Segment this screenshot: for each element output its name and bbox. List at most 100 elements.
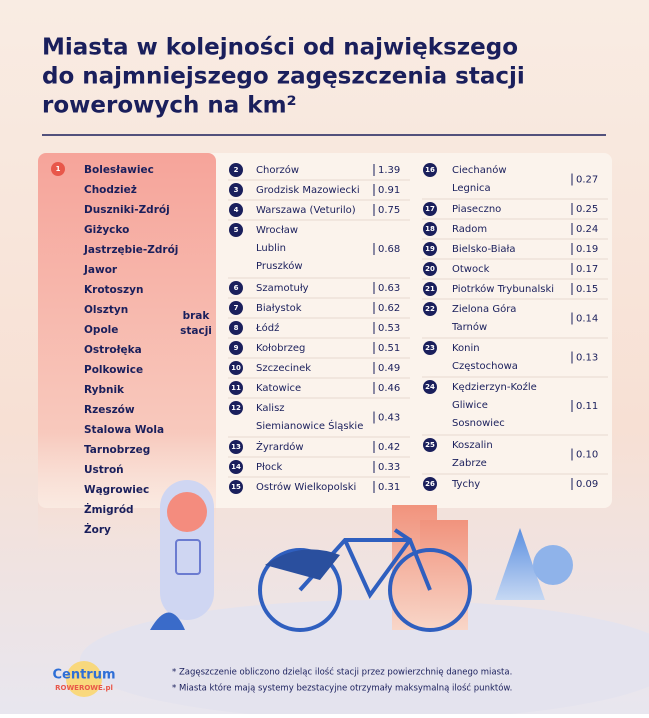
bicycle-basket [265, 549, 340, 580]
rank-number: 8 [234, 324, 239, 332]
rank-number: 3 [234, 186, 239, 194]
city-name: Warszawa (Veturilo) [256, 205, 356, 216]
rank-badge [423, 163, 437, 177]
city-name: Radom [452, 224, 487, 235]
city-name: Ciechanów [452, 164, 507, 176]
rank-number: 21 [425, 285, 435, 293]
city-name: Ostrołęka [84, 344, 142, 356]
density-value: 0.33 [378, 462, 400, 473]
rank-number: 11 [231, 384, 241, 392]
density-value: 0.11 [576, 401, 598, 412]
rank-number: 14 [231, 463, 241, 471]
rank-badge [423, 242, 437, 256]
city-name: Katowice [256, 383, 301, 394]
rank-number: 12 [231, 404, 241, 412]
city-name: Bolesławiec [84, 164, 154, 176]
city-name: Krotoszyn [84, 284, 143, 296]
rank-badge [423, 282, 437, 296]
footnote: * Miasta które mają systemy bezstacyjne … [172, 683, 512, 694]
rank-badge [423, 341, 437, 355]
rank-badge [229, 341, 243, 355]
title-line: Miasta w kolejności od największego [42, 35, 518, 61]
rank-badge [229, 401, 243, 415]
city-name: Opole [84, 324, 118, 336]
city-name: Wrocław [256, 225, 298, 236]
rank-number: 4 [234, 206, 239, 214]
rank-number: 19 [425, 245, 435, 253]
density-value: 0.19 [576, 244, 598, 255]
building [420, 520, 468, 630]
density-value: 0.14 [576, 314, 598, 325]
city-name: Zielona Góra [452, 303, 516, 315]
density-value: 0.43 [378, 413, 400, 424]
city-name: Częstochowa [452, 361, 518, 372]
city-name: Białystok [256, 303, 302, 314]
density-value: 0.27 [576, 175, 598, 186]
city-name: Ostrów Wielkopolski [256, 481, 356, 493]
rank-badge [423, 222, 437, 236]
no-stations-note: brak [183, 310, 211, 322]
rank-badge [229, 321, 243, 335]
city-name: Tarnów [451, 321, 487, 333]
city-name: Rybnik [84, 384, 125, 396]
rank-badge [229, 281, 243, 295]
city-name: Giżycko [84, 224, 129, 236]
city-name: Duszniki-Zdrój [84, 204, 170, 216]
logo-name: Centrum [52, 668, 115, 683]
density-value: 0.09 [576, 479, 598, 490]
city-name: Żory [84, 522, 111, 536]
density-value: 0.49 [378, 363, 400, 374]
density-value: 0.31 [378, 482, 400, 493]
title-line: rowerowych na km² [42, 93, 297, 119]
rank-badge [423, 477, 437, 491]
rank-number: 5 [234, 226, 239, 234]
city-name: Chorzów [256, 164, 299, 176]
rank-badge [229, 381, 243, 395]
city-name: Otwock [452, 264, 490, 275]
city-name: Tarnobrzeg [84, 444, 150, 456]
density-value: 0.53 [378, 323, 400, 334]
logo-domain: ROWEROWE.pl [55, 684, 113, 692]
rank-badge [229, 203, 243, 217]
city-name: Chodzież [84, 184, 137, 196]
density-value: 0.75 [378, 205, 400, 216]
city-name: Żmigród [84, 502, 134, 516]
rank-number: 18 [425, 225, 435, 233]
density-value: 0.62 [378, 303, 400, 314]
rank-number: 10 [231, 364, 241, 372]
tree [533, 545, 573, 585]
city-name: Koszalin [452, 440, 493, 451]
rank-badge [229, 183, 243, 197]
rank-number: 13 [231, 443, 241, 451]
station-terminal [175, 539, 201, 575]
city-name: Pruszków [256, 260, 303, 272]
rank-badge [423, 438, 437, 452]
rank-number: 22 [425, 305, 435, 313]
density-value: 0.17 [576, 264, 598, 275]
first-panel [38, 153, 216, 553]
city-name: Kędzierzyn-Koźle [452, 381, 537, 393]
rank-number: 25 [425, 441, 435, 449]
rank-number: 16 [425, 166, 435, 174]
city-name: Łódź [255, 322, 279, 334]
density-value: 0.51 [378, 343, 400, 354]
city-name: Jastrzębie-Zdrój [83, 244, 178, 256]
rank-badge [229, 460, 243, 474]
rank-number: 2 [234, 166, 239, 174]
city-name: Wągrowiec [84, 484, 149, 496]
city-name: Siemianowice Śląskie [256, 419, 363, 432]
bush [150, 612, 185, 630]
density-value: 0.63 [378, 283, 400, 294]
rank-number: 7 [234, 304, 239, 312]
city-name: Polkowice [84, 364, 143, 376]
city-name: Tychy [451, 479, 480, 490]
rank-badge [229, 361, 243, 375]
rank-number: 6 [234, 284, 239, 292]
density-value: 0.46 [378, 383, 400, 394]
city-name: Sosnowiec [452, 418, 505, 429]
tree [495, 528, 545, 600]
city-name: Rzeszów [84, 404, 135, 416]
logo-badge [66, 661, 102, 697]
rank-badge [229, 301, 243, 315]
